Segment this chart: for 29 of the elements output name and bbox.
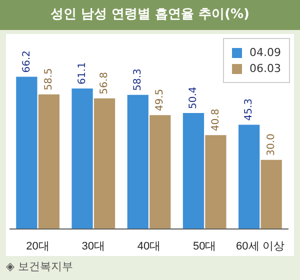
data-label: 30.0 [266,134,277,156]
data-label: 45.3 [244,98,255,121]
bar [72,88,93,229]
bar [94,98,116,229]
data-label: 40.8 [210,108,222,132]
x-tick-label: 20대 [26,240,50,252]
bar [127,94,148,229]
bar [205,135,226,229]
bar [182,113,204,229]
data-label: 66.2 [21,50,32,73]
bar [38,94,60,229]
x-tick-label: 40대 [137,240,161,252]
chart-title: 성인 남성 연령별 흡연율 추이(%) [0,0,300,30]
legend-label: 06.03 [250,62,281,75]
text: ◈ 보건복지부 [5,259,74,275]
data-label: 58.5 [44,68,55,90]
bar [260,160,282,229]
data-label: 49.5 [154,88,166,112]
bar [150,115,171,229]
x-tick-label: 60세 이상 [236,240,284,252]
bar [16,76,38,229]
bar [238,124,260,229]
data-label: 58.3 [132,68,144,91]
data-label: 56.8 [99,72,110,94]
data-label: 61.1 [76,62,88,84]
x-tick-label: 30대 [82,240,106,252]
data-label: 50.4 [188,86,200,110]
x-tick-label: 50대 [192,240,216,252]
legend-label: 04.09 [250,46,281,59]
